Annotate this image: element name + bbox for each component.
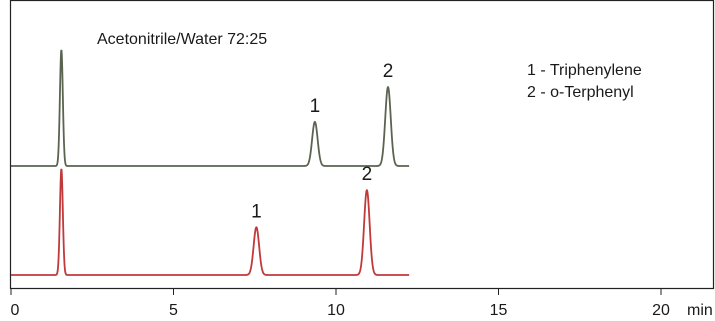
chart-title: Acetonitrile/Water 72:25: [97, 31, 267, 48]
legend-entry-1: 1 - Triphenylene: [527, 62, 642, 79]
x-axis-label: min: [687, 302, 713, 319]
x-tick-label-15: 15: [490, 302, 508, 319]
x-tick-label-0: 0: [11, 302, 20, 319]
plot-frame: [9, 0, 715, 290]
legend: 1 - Triphenylene 2 - o-Terphenyl: [527, 62, 642, 101]
x-axis-ticks: 0 5 10 15 20: [10, 289, 670, 319]
series-line-2: [11, 168, 410, 276]
peak-labels: 1 2 1 2: [251, 61, 393, 222]
x-tick-label-5: 5: [169, 302, 178, 319]
x-tick-label-20: 20: [652, 302, 670, 319]
series-layer: [11, 49, 410, 276]
peak-label-series-2-2: 2: [362, 164, 373, 185]
x-tick-label-10: 10: [327, 302, 345, 319]
legend-entry-2: 2 - o-Terphenyl: [527, 84, 634, 101]
peak-label-series-2-1: 1: [251, 201, 262, 222]
series-line-1: [11, 49, 410, 167]
peak-label-series-1-1: 1: [310, 96, 321, 117]
peak-label-series-1-2: 2: [383, 61, 394, 82]
